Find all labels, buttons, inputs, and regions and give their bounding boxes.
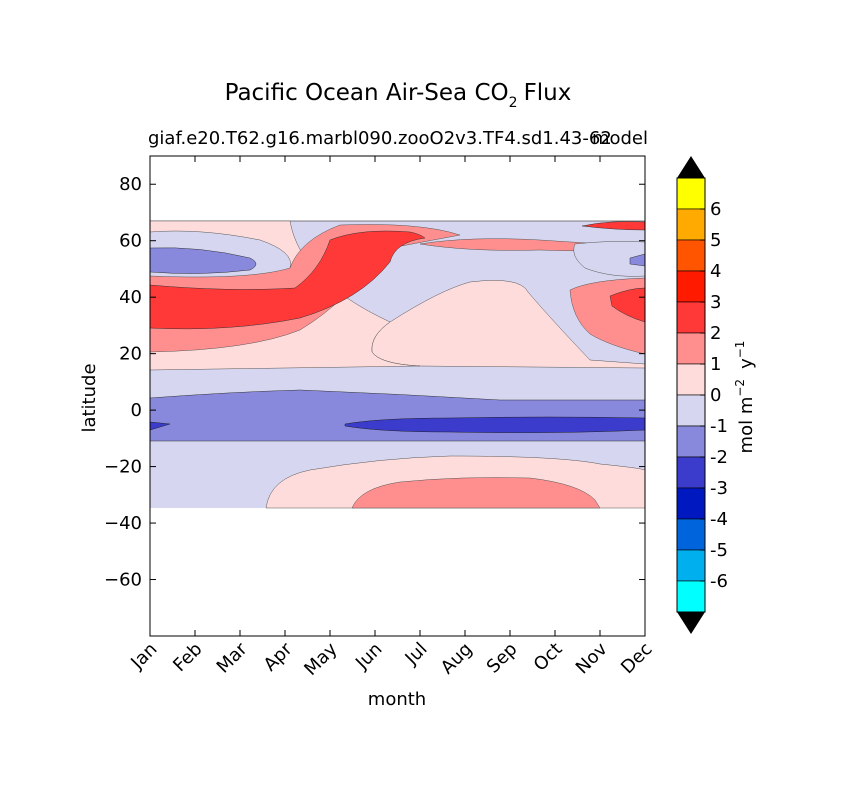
y-tick-label: 0 — [131, 400, 142, 421]
x-tick-label: Oct — [530, 639, 567, 676]
chart-title-main: Pacific Ocean Air-Sea CO — [225, 80, 509, 106]
colorbar-tick-label: -5 — [710, 540, 728, 561]
colorbar-label: mol m−2 y−1 — [733, 341, 757, 454]
y-axis-label: latitude — [79, 363, 100, 432]
colorbar-swatch — [676, 270, 706, 303]
colorbar-tick-label: 0 — [710, 385, 721, 406]
chart-title: Pacific Ocean Air-Sea CO2 Flux — [225, 80, 572, 111]
colorbar-swatch — [676, 518, 706, 551]
subtitle-left: giaf.e20.T62.g16.marbl090.zooO2v3.TF4.sd… — [148, 128, 612, 149]
y-tick-label: 40 — [119, 287, 142, 308]
colorbar: 6 5 4 3 2 1 0 -1 -2 -3 -4 -5 -6 — [676, 156, 728, 634]
colorbar-swatch — [676, 177, 706, 210]
x-tick-label: Jun — [351, 639, 386, 674]
colorbar-tick-label: 3 — [710, 292, 721, 313]
colorbar-swatch — [676, 363, 706, 396]
y-tick-label: −60 — [104, 570, 142, 591]
colorbar-tick-label: 6 — [710, 199, 721, 220]
x-axis-label: month — [368, 689, 426, 710]
y-tick-label: −40 — [104, 513, 142, 534]
x-tick-label: Feb — [169, 639, 206, 676]
colorbar-label-exp2: −1 — [733, 341, 747, 359]
colorbar-tick-label: -1 — [710, 416, 728, 437]
band-neg3-neg2-west — [150, 421, 171, 431]
x-tick-label: Dec — [617, 639, 656, 678]
colorbar-swatch — [676, 239, 706, 272]
colorbar-label-exp1: −2 — [733, 379, 747, 397]
colorbar-swatch — [676, 549, 706, 582]
colorbar-label-mid: y — [736, 358, 757, 369]
colorbar-tick-label: 2 — [710, 323, 721, 344]
y-tick-label: 60 — [119, 231, 142, 252]
x-tick-label: Jan — [126, 639, 161, 674]
colorbar-extend-top — [677, 156, 705, 178]
band-1-2-south — [351, 477, 601, 509]
y-tick-label: 80 — [119, 174, 142, 195]
x-tick-label: Aug — [437, 639, 477, 679]
colorbar-swatch — [676, 425, 706, 458]
x-tick-label: May — [300, 638, 341, 679]
band-neg2-neg1-north — [150, 247, 257, 274]
x-tick-label: Sep — [483, 639, 522, 678]
band-2-3-arctic — [581, 221, 645, 231]
colorbar-tick-label: -4 — [710, 509, 728, 530]
colorbar-extend-bottom — [677, 612, 705, 634]
colorbar-tick-label: 4 — [710, 261, 721, 282]
y-tick-label: −20 — [104, 457, 142, 478]
colorbar-tick-label: -2 — [710, 447, 728, 468]
band-neg3-neg2-equator — [344, 416, 645, 433]
colorbar-swatch — [676, 394, 706, 427]
colorbar-swatch — [676, 208, 706, 241]
colorbar-tick-label: -3 — [710, 478, 728, 499]
colorbar-swatch — [676, 332, 706, 365]
colorbar-swatch — [676, 487, 706, 520]
band-2-3-northeast — [609, 287, 645, 323]
x-tick-label: Apr — [260, 638, 297, 675]
band-neg1-0-northeast — [573, 241, 645, 277]
x-tick-label: Jul — [401, 639, 432, 670]
colorbar-tick-label: -6 — [710, 571, 728, 592]
plot-frame — [149, 155, 646, 637]
x-tick-label: Nov — [572, 638, 612, 678]
colorbar-swatch — [676, 580, 706, 613]
colorbar-swatch — [676, 456, 706, 489]
subtitle-right: model — [592, 128, 648, 149]
x-tick-label: Mar — [213, 638, 252, 677]
chart-title-subscript: 2 — [509, 95, 518, 111]
chart-title-suffix: Flux — [524, 80, 572, 106]
colorbar-tick-label: 1 — [710, 354, 721, 375]
colorbar-label-unit: mol m — [736, 397, 757, 454]
contour-field — [150, 220, 645, 509]
y-tick-label: 20 — [119, 344, 142, 365]
colorbar-tick-label: 5 — [710, 230, 721, 251]
band-2-3-north — [150, 230, 426, 330]
y-axis: 80 60 40 20 0 −20 −40 −60 — [104, 174, 645, 591]
band-neg2-neg1-northeast — [629, 253, 645, 267]
colorbar-swatch — [676, 301, 706, 334]
